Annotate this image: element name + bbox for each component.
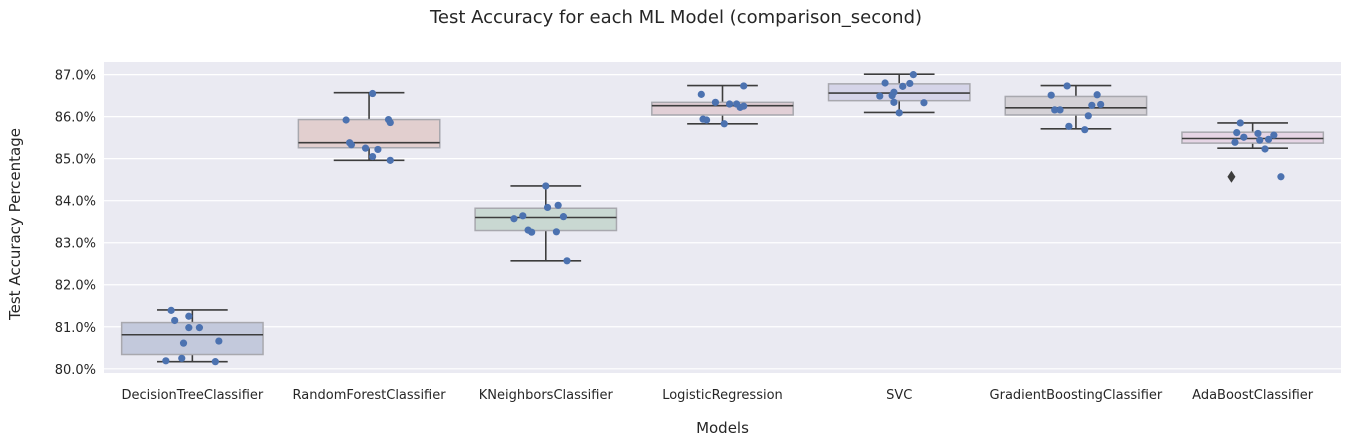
box-iqr [1004,95,1148,116]
data-point [1056,106,1064,114]
data-point [519,212,527,220]
y-tick-label: 81.0% [55,321,96,336]
data-point [1233,129,1241,137]
x-tick-label: LogisticRegression [662,388,783,403]
data-point [906,79,914,88]
data-point [178,354,186,362]
data-point [1231,138,1239,146]
data-point [890,98,898,106]
data-point [697,90,705,98]
data-point [185,312,193,320]
box-iqr [297,118,441,149]
x-tick-label: AdaBoostClassifier [1192,388,1314,403]
data-point [1240,133,1248,141]
y-tick-label: 80.0% [55,363,96,378]
data-point [559,213,568,221]
data-point [909,71,917,79]
data-point [711,98,720,106]
points-layer [162,71,1285,366]
y-tick-label: 84.0% [55,195,96,210]
data-point [211,358,219,366]
data-point [1264,135,1273,143]
data-point [563,257,571,265]
data-point [1065,122,1073,130]
data-point [881,79,889,87]
data-point [185,324,193,332]
y-axis-label: Test Accuracy Percentage [6,128,24,320]
data-point [528,228,536,236]
y-tick-label: 85.0% [55,153,96,168]
y-axis-label-wrap: Test Accuracy Percentage [6,0,26,447]
x-tick-label: RandomForestClassifier [293,388,447,403]
data-point [554,201,562,209]
data-point [171,316,179,325]
data-point [1254,129,1262,138]
data-point [543,203,552,212]
y-tick-labels: 80.0% 81.0% 82.0% 83.0% 84.0% 85.0% 86.0% 87.0% [55,69,96,378]
data-point [1236,119,1244,127]
data-point [1256,136,1264,144]
box-iqr [827,83,971,102]
data-point [899,82,907,90]
y-tick-label: 86.0% [55,111,96,126]
data-point [369,152,377,161]
data-point [347,141,355,149]
y-tick-label: 82.0% [55,279,96,294]
box-GradientBoostingClassifier [1004,84,1148,130]
box-iqr [474,207,618,232]
outlier-marker [1227,170,1236,183]
data-point [1097,100,1105,109]
data-point [1047,91,1055,99]
data-point [342,116,350,124]
data-point [876,92,884,100]
x-tick-labels: DecisionTreeClassifier RandomForestClassi… [121,388,1313,403]
data-point [895,109,903,117]
box-SVC [827,73,971,114]
data-point [386,156,394,164]
data-point [361,144,370,152]
data-point [702,116,711,124]
data-point [1270,131,1278,139]
box-iqr [651,101,794,116]
data-point [890,88,898,96]
x-axis-label: Models [696,419,749,437]
data-point [920,99,928,107]
data-point [374,145,382,154]
y-tick-label: 87.0% [55,69,96,84]
y-tick-label: 83.0% [55,237,96,252]
chart-title: Test Accuracy for each ML Model (compari… [429,7,923,28]
box-AdaBoostClassifier [1181,122,1325,183]
box-iqr [1181,131,1325,144]
data-point [369,89,377,98]
data-point [1084,112,1092,120]
x-tick-label: DecisionTreeClassifier [121,388,263,403]
x-tick-label: SVC [886,388,912,403]
box-RandomForestClassifier [297,91,441,162]
data-point [542,182,550,190]
data-point [1081,126,1089,134]
x-tick-label: GradientBoostingClassifier [990,388,1163,403]
data-point [740,102,748,110]
data-point [167,306,175,314]
data-point [510,215,518,223]
data-point [1051,106,1059,114]
data-point [720,120,728,128]
data-point [552,228,560,236]
data-point [725,100,734,108]
data-point [195,324,204,332]
data-point [386,118,394,127]
data-point [740,82,748,90]
data-point [1277,173,1285,181]
data-point [1093,91,1101,99]
data-point [1261,145,1269,153]
data-point [215,337,223,345]
box-LogisticRegression [651,84,794,125]
x-tick-label: KNeighborsClassifier [479,388,614,403]
data-point [1088,101,1096,109]
data-point [1063,82,1071,90]
data-point [179,339,188,347]
data-point [162,357,170,365]
